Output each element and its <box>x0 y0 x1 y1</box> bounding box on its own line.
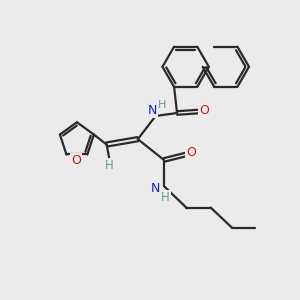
Text: H: H <box>105 159 114 172</box>
Text: O: O <box>71 154 81 167</box>
Text: H: H <box>158 100 166 110</box>
Text: O: O <box>186 146 196 159</box>
Text: O: O <box>200 103 209 116</box>
Text: N: N <box>148 104 158 117</box>
Text: N: N <box>151 182 160 195</box>
Text: H: H <box>161 191 170 204</box>
